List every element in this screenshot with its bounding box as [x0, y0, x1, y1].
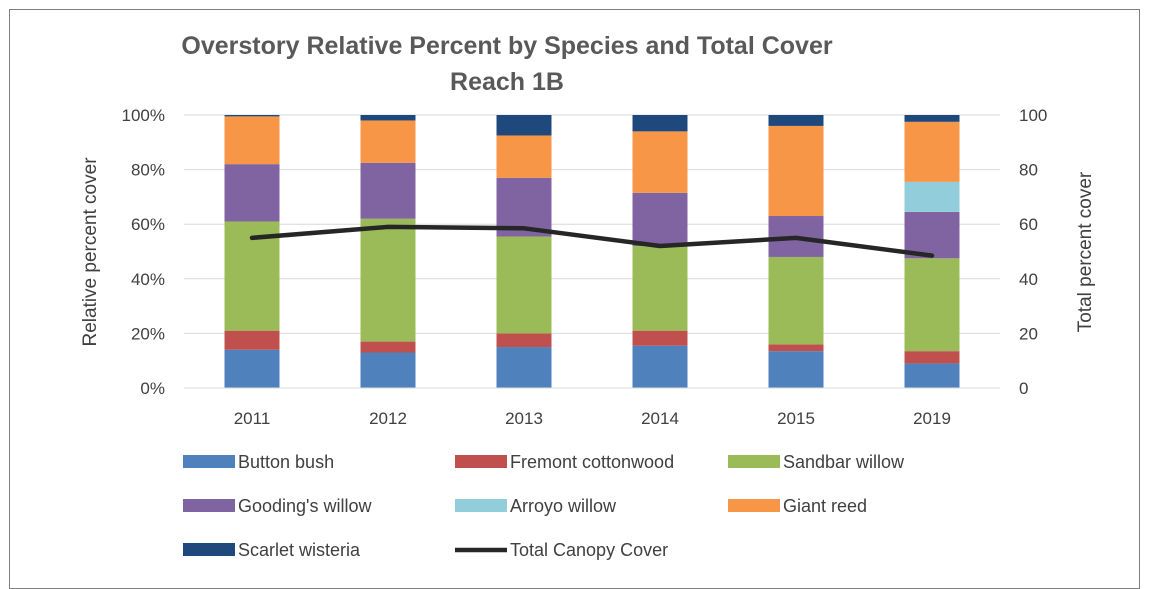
legend-label: Fremont cottonwood: [510, 452, 674, 472]
y-tick-label: 40%: [131, 270, 165, 289]
bar-segment: [496, 236, 552, 334]
legend-label: Giant reed: [783, 496, 867, 516]
bars: [224, 115, 960, 388]
legend-label: Sandbar willow: [783, 452, 905, 472]
legend-swatch: [183, 543, 235, 556]
legend-swatch: [183, 499, 235, 512]
bar-segment: [632, 192, 688, 247]
y2-tick-label: 40: [1019, 270, 1038, 289]
bar-segment: [496, 333, 552, 348]
legend: Button bush Fremont cottonwood Sandbar wil…: [183, 452, 905, 560]
chart-title: Overstory Relative Percent by Species an…: [181, 32, 832, 60]
bar-segment: [224, 164, 280, 222]
bar-segment: [768, 256, 824, 345]
bar-segment: [632, 345, 688, 388]
bar-segment: [360, 341, 416, 353]
x-tick-label: 2013: [505, 409, 543, 428]
y2-tick-label: 100: [1019, 106, 1047, 125]
bar-segment: [496, 135, 552, 178]
legend-label: Gooding's willow: [238, 496, 372, 516]
bar-segment: [496, 347, 552, 388]
bar-segment: [768, 125, 824, 217]
y2-tick-label: 80: [1019, 161, 1038, 180]
bar-segment: [224, 330, 280, 350]
legend-label: Arroyo willow: [510, 496, 617, 516]
legend-label: Scarlet wisteria: [238, 540, 361, 560]
legend-swatch: [728, 455, 780, 468]
y2-tick-label: 20: [1019, 324, 1038, 343]
y2-tick-label: 0: [1019, 379, 1028, 398]
bar-segment: [360, 218, 416, 342]
total-canopy-line: [249, 224, 935, 258]
bar-segment: [904, 211, 960, 259]
bar-segment: [224, 116, 280, 165]
y-tick-label: 20%: [131, 324, 165, 343]
x-tick-label: 2012: [369, 409, 407, 428]
x-tick-label: 2015: [777, 409, 815, 428]
bar-segment: [360, 352, 416, 388]
bar-segment: [224, 115, 280, 117]
legend-label: Total Canopy Cover: [510, 540, 668, 560]
legend-swatch: [455, 499, 507, 512]
bar-segment: [632, 131, 688, 193]
bar-segment: [360, 162, 416, 219]
x-tick-label: 2019: [913, 409, 951, 428]
bar-segment: [224, 349, 280, 388]
legend-swatch: [183, 455, 235, 468]
bar-segment: [632, 246, 688, 331]
bar-segment: [632, 330, 688, 346]
bar-segment: [632, 115, 688, 132]
legend-label: Button bush: [238, 452, 334, 472]
bar-segment: [904, 115, 960, 122]
bar-segment: [904, 258, 960, 352]
bar-segment: [904, 351, 960, 364]
bar-segment: [904, 181, 960, 212]
chart-subtitle: Reach 1B: [450, 68, 564, 96]
bar-segment: [904, 121, 960, 182]
total-canopy-cover-line: [249, 224, 935, 258]
legend-swatch: [455, 455, 507, 468]
legend-swatch: [728, 499, 780, 512]
bar-segment: [360, 120, 416, 163]
y-tick-label: 0%: [140, 379, 165, 398]
y-tick-label: 80%: [131, 161, 165, 180]
y-axis-title: Relative percent cover: [80, 157, 101, 347]
bar-segment: [768, 115, 824, 126]
x-tick-label: 2011: [234, 409, 271, 428]
y-tick-label: 60%: [131, 215, 165, 234]
y2-tick-label: 60: [1019, 215, 1038, 234]
bar-segment: [496, 115, 552, 136]
bar-segment: [360, 115, 416, 121]
x-tick-label: 2014: [641, 409, 679, 428]
gridlines: [184, 114, 1000, 389]
y2-axis-title: Total percent cover: [1075, 171, 1096, 332]
y-tick-label: 100%: [122, 106, 165, 125]
bar-segment: [768, 351, 824, 388]
bar-segment: [904, 363, 960, 388]
axes: 0% 20% 40% 60% 80% 100% 0 20 40 60 80 100 2011 2012 20…: [122, 106, 1048, 428]
bar-segment: [768, 344, 824, 352]
